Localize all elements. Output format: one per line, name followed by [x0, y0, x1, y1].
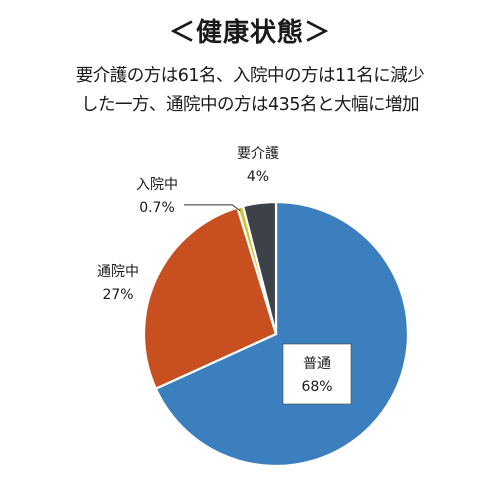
- slice-label-3-name: 入院中: [136, 177, 178, 193]
- slice-label-4-value: 4%: [247, 169, 269, 185]
- slice-label-4-name: 要介護: [237, 146, 279, 162]
- pie-slice-4: [241, 200, 278, 335]
- slice-leader-line-3: [184, 204, 241, 212]
- slice-label-2-name: 通院中: [97, 264, 139, 280]
- pie-slices: [142, 200, 410, 468]
- slice-label-1-box: [282, 343, 352, 405]
- slice-label-1-name: 普通: [303, 356, 331, 372]
- pie-slice-2: [142, 206, 278, 391]
- pie-labels: 普通 68% 通院中 27% 入院中 0.7% 要介護 4%: [97, 146, 352, 405]
- slice-label-2-value: 27%: [102, 287, 133, 303]
- chart-title: ＜健康状態＞: [168, 18, 331, 48]
- slice-label-1-value: 68%: [301, 379, 332, 395]
- chart-subtitle: 要介護の方は61名、入院中の方は11名に減少 した一方、通院中の方は435名と大…: [6, 62, 494, 120]
- subtitle-line-2: した一方、通院中の方は435名と大幅に増加: [81, 95, 419, 115]
- slice-label-3-value: 0.7%: [139, 200, 175, 216]
- subtitle-line-1: 要介護の方は61名、入院中の方は11名に減少: [75, 66, 425, 86]
